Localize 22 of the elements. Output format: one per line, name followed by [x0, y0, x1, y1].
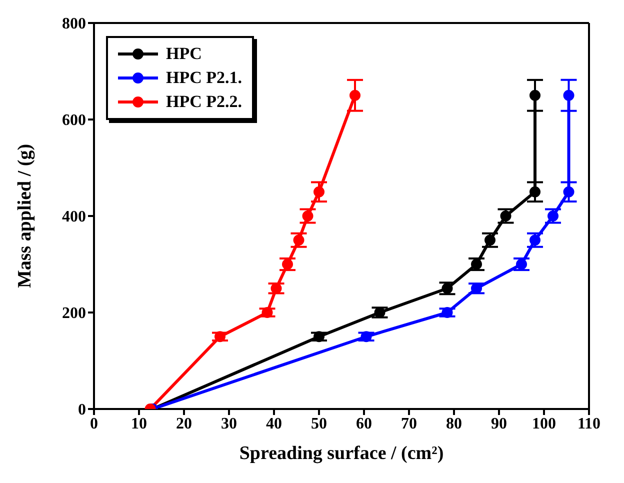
y-tick-label: 400 [62, 208, 86, 226]
x-tick-label: 50 [311, 415, 327, 432]
y-tick-label: 200 [62, 305, 86, 322]
x-tick-label: 0 [90, 415, 98, 432]
legend-label: HPC P2.1. [166, 68, 242, 88]
x-tick-label: 90 [491, 415, 507, 432]
y-tick-label: 600 [62, 112, 86, 130]
x-tick-label: 40 [266, 415, 282, 432]
x-axis-title: Spreading surface / (cm²) [239, 443, 444, 464]
x-tick-label: 100 [532, 415, 556, 432]
x-tick-label: 70 [401, 415, 417, 432]
x-tick-label: 60 [356, 415, 372, 432]
legend-label: HPC P2.2. [166, 92, 242, 112]
y-tick-label: 800 [62, 16, 86, 33]
x-tick-label: 80 [446, 415, 462, 432]
y-axis-title: Mass applied / (g) [14, 144, 36, 288]
x-tick-label: 30 [221, 415, 237, 432]
x-tick-label: 110 [577, 415, 601, 432]
y-tick-label: 0 [78, 402, 86, 419]
legend-label: HPC [166, 44, 202, 64]
x-tick-label: 10 [131, 415, 147, 432]
x-tick-label: 20 [176, 415, 192, 432]
